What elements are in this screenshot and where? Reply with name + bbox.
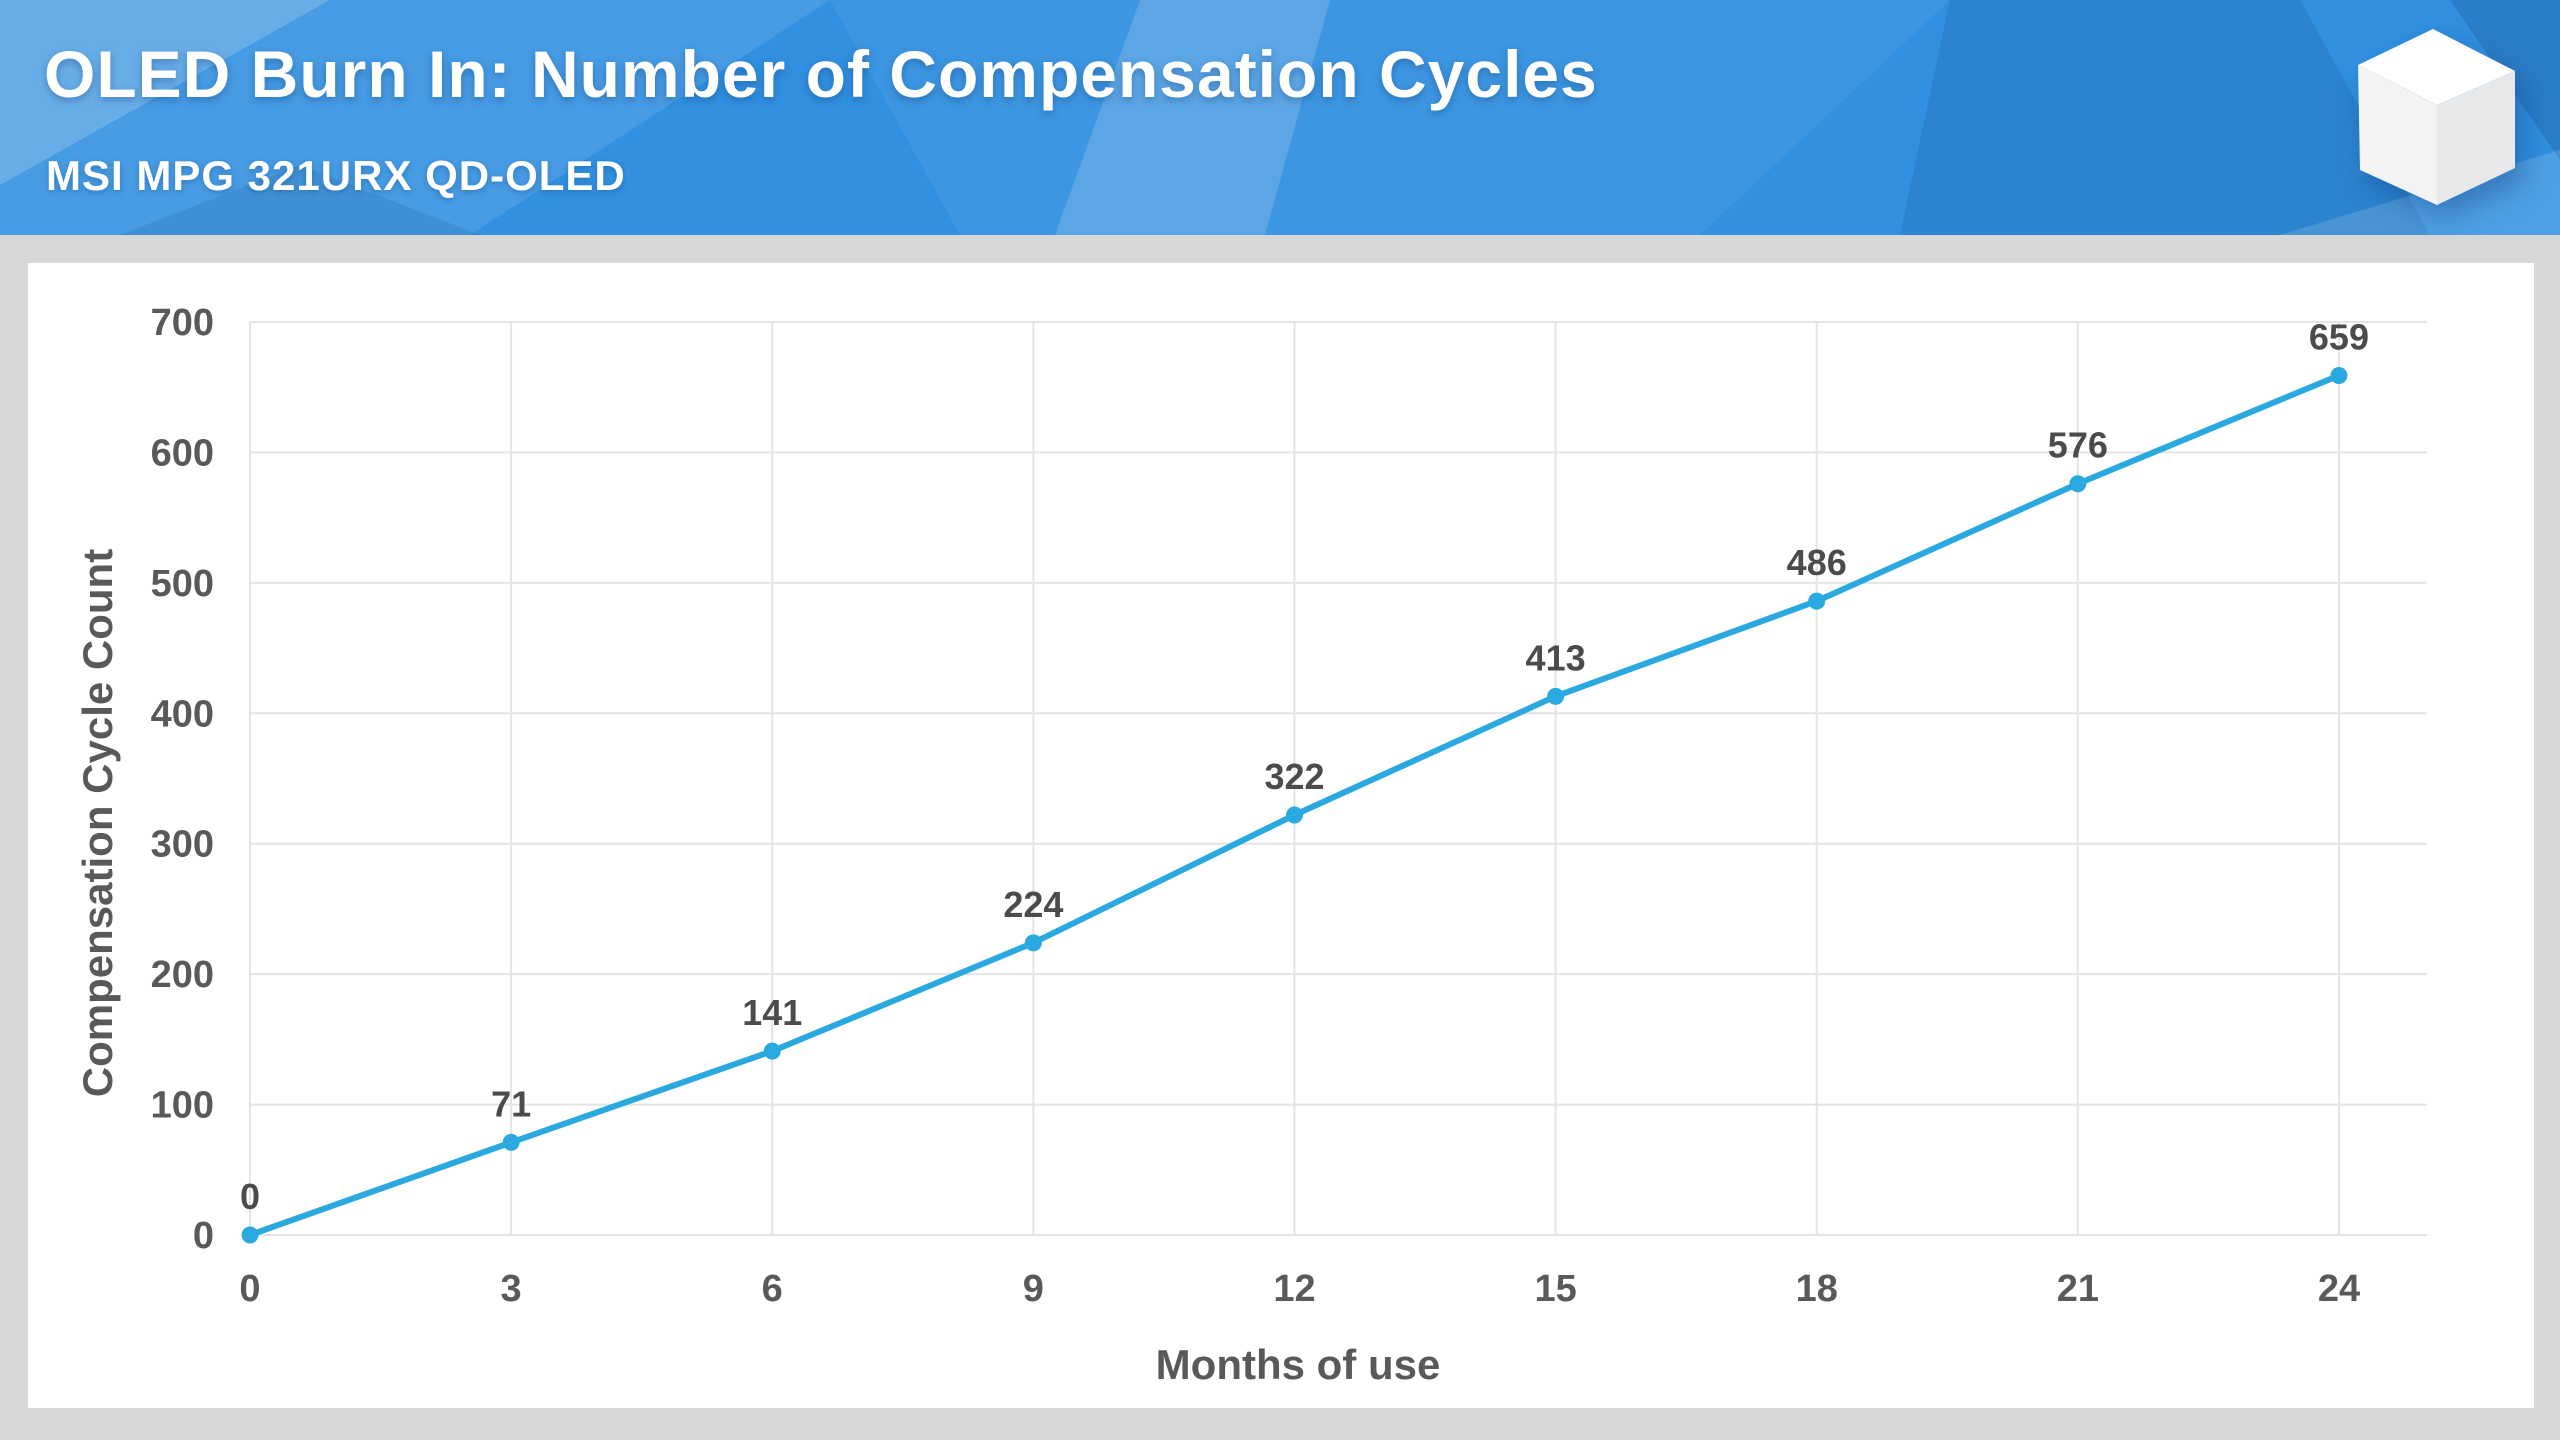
y-tick-label: 700	[151, 302, 214, 344]
cube-logo-icon	[2358, 29, 2515, 205]
x-tick-label: 18	[1796, 1268, 1838, 1310]
x-tick-label: 15	[1534, 1268, 1576, 1310]
chart-card: 0 3 6 9 12 15 18 21 24 0 100 200 300 400 500 600 700 0 71 1…	[28, 263, 2534, 1408]
x-tick-label: 3	[501, 1268, 522, 1310]
y-tick-label: 0	[193, 1215, 214, 1257]
data-point	[1808, 592, 1826, 610]
x-tick-label: 21	[2057, 1268, 2099, 1310]
data-point-label: 413	[1526, 637, 1586, 678]
data-point	[2330, 366, 2348, 384]
y-tick-label: 400	[151, 693, 214, 735]
y-tick-label: 500	[151, 563, 214, 605]
header-banner: OLED Burn In: Number of Compensation Cyc…	[0, 0, 2560, 235]
data-point	[1547, 687, 1565, 705]
y-tick-label: 100	[151, 1085, 214, 1127]
data-point-label: 322	[1264, 756, 1324, 797]
x-axis-title: Months of use	[1155, 1341, 1441, 1388]
y-tick-label: 600	[151, 432, 214, 474]
data-point-label: 576	[2048, 425, 2108, 466]
x-tick-label: 12	[1273, 1268, 1315, 1310]
data-point-label: 0	[240, 1176, 260, 1217]
chart-svg: 0 3 6 9 12 15 18 21 24 0 100 200 300 400 500 600 700 0 71 1…	[151, 302, 2427, 1310]
x-tick-label: 9	[1023, 1268, 1044, 1310]
data-point	[1024, 934, 1042, 952]
data-point	[502, 1133, 520, 1151]
data-point-label: 71	[491, 1083, 531, 1124]
y-axis-title: Compensation Cycle Count	[74, 548, 121, 1098]
x-tick-label: 0	[239, 1268, 260, 1310]
data-point-label: 224	[1003, 884, 1063, 925]
data-point	[2069, 475, 2087, 493]
y-tick-label: 300	[151, 824, 214, 866]
data-point	[241, 1226, 259, 1244]
x-tick-label: 24	[2318, 1268, 2360, 1310]
header-polygon-background	[0, 0, 2560, 235]
data-point-label: 659	[2309, 316, 2369, 357]
data-point	[1285, 806, 1303, 824]
page-title: OLED Burn In: Number of Compensation Cyc…	[44, 37, 1598, 111]
page-subtitle: MSI MPG 321URX QD-OLED	[46, 152, 626, 199]
y-tick-label: 200	[151, 954, 214, 996]
data-point	[763, 1042, 781, 1060]
data-point-label: 486	[1787, 542, 1847, 583]
x-tick-label: 6	[762, 1268, 783, 1310]
data-point-label: 141	[742, 992, 802, 1033]
